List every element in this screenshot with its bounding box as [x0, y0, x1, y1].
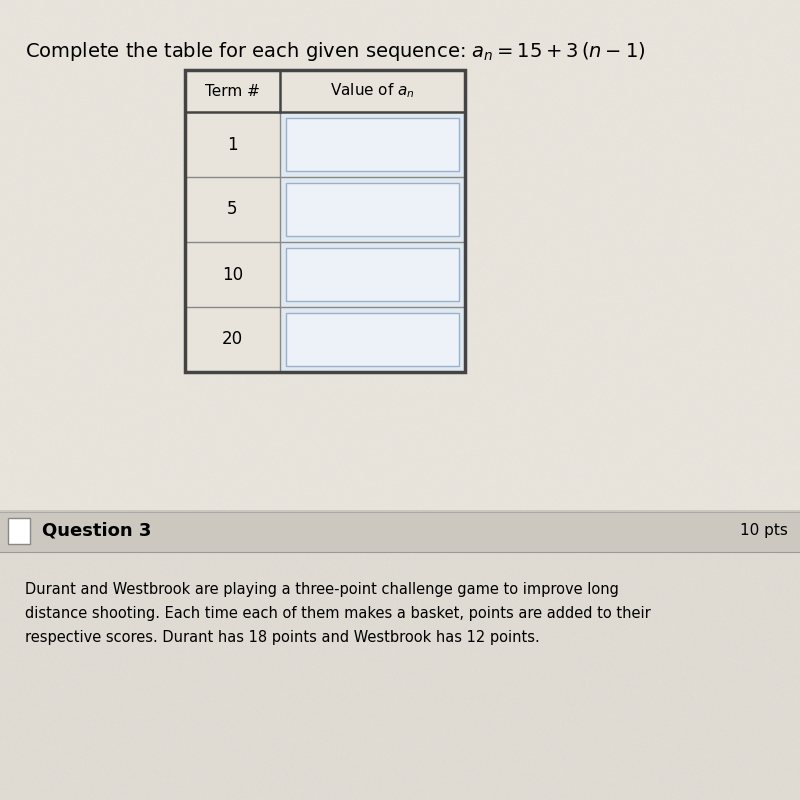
Bar [280, 112, 465, 177]
Bar [185, 70, 465, 112]
Bar [8, 518, 30, 544]
Bar [185, 307, 280, 372]
Bar [185, 177, 280, 242]
Text: 10 pts: 10 pts [740, 523, 788, 538]
Text: respective scores. Durant has 18 points and Westbrook has 12 points.: respective scores. Durant has 18 points … [25, 630, 540, 645]
Text: Term #: Term # [205, 83, 260, 98]
Bar [286, 118, 459, 171]
Bar [280, 177, 465, 242]
Text: 10: 10 [222, 266, 243, 283]
Text: Value of $a_n$: Value of $a_n$ [330, 82, 415, 100]
Bar [185, 70, 465, 372]
Text: Durant and Westbrook are playing a three-point challenge game to improve long: Durant and Westbrook are playing a three… [25, 582, 619, 597]
Bar [286, 183, 459, 236]
Bar [286, 313, 459, 366]
Text: 20: 20 [222, 330, 243, 349]
Text: Complete the table for each given sequence: $a_n = 15 + 3\,(n - 1)$: Complete the table for each given sequen… [25, 40, 646, 63]
Text: Question 3: Question 3 [42, 522, 151, 540]
Bar [280, 307, 465, 372]
Text: 1: 1 [227, 135, 238, 154]
Text: 5: 5 [227, 201, 238, 218]
Bar [185, 242, 280, 307]
Bar [280, 242, 465, 307]
Bar [286, 248, 459, 301]
Text: distance shooting. Each time each of them makes a basket, points are added to th: distance shooting. Each time each of the… [25, 606, 650, 621]
Bar [185, 112, 280, 177]
Bar [0, 510, 800, 552]
